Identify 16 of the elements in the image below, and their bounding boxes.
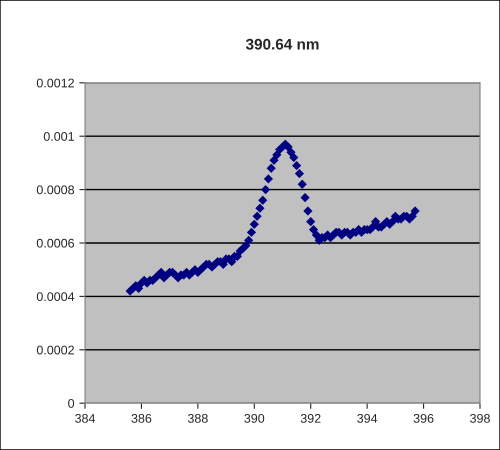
y-tick-label: 0.0008 (36, 185, 74, 194)
x-tick-label: 388 (188, 414, 208, 423)
x-tick-label: 384 (75, 414, 96, 423)
y-tick-label: 0.0002 (36, 346, 74, 354)
x-tick-label: 396 (414, 414, 434, 423)
x-tick-label: 398 (470, 414, 490, 423)
y-tick-label: 0.0006 (36, 238, 74, 248)
y-tick-label: 0.0004 (36, 292, 74, 302)
x-tick-label: 386 (131, 414, 152, 423)
y-tick-label: 0.0012 (36, 78, 74, 88)
x-tick-label: 392 (300, 414, 321, 423)
x-tick-label: 390 (244, 414, 264, 423)
chart-title: 390.64 nm (246, 38, 318, 50)
y-tick-label: 0 (68, 399, 74, 408)
x-tick-label: 394 (357, 414, 378, 423)
y-tick-label: 0.001 (44, 132, 74, 141)
